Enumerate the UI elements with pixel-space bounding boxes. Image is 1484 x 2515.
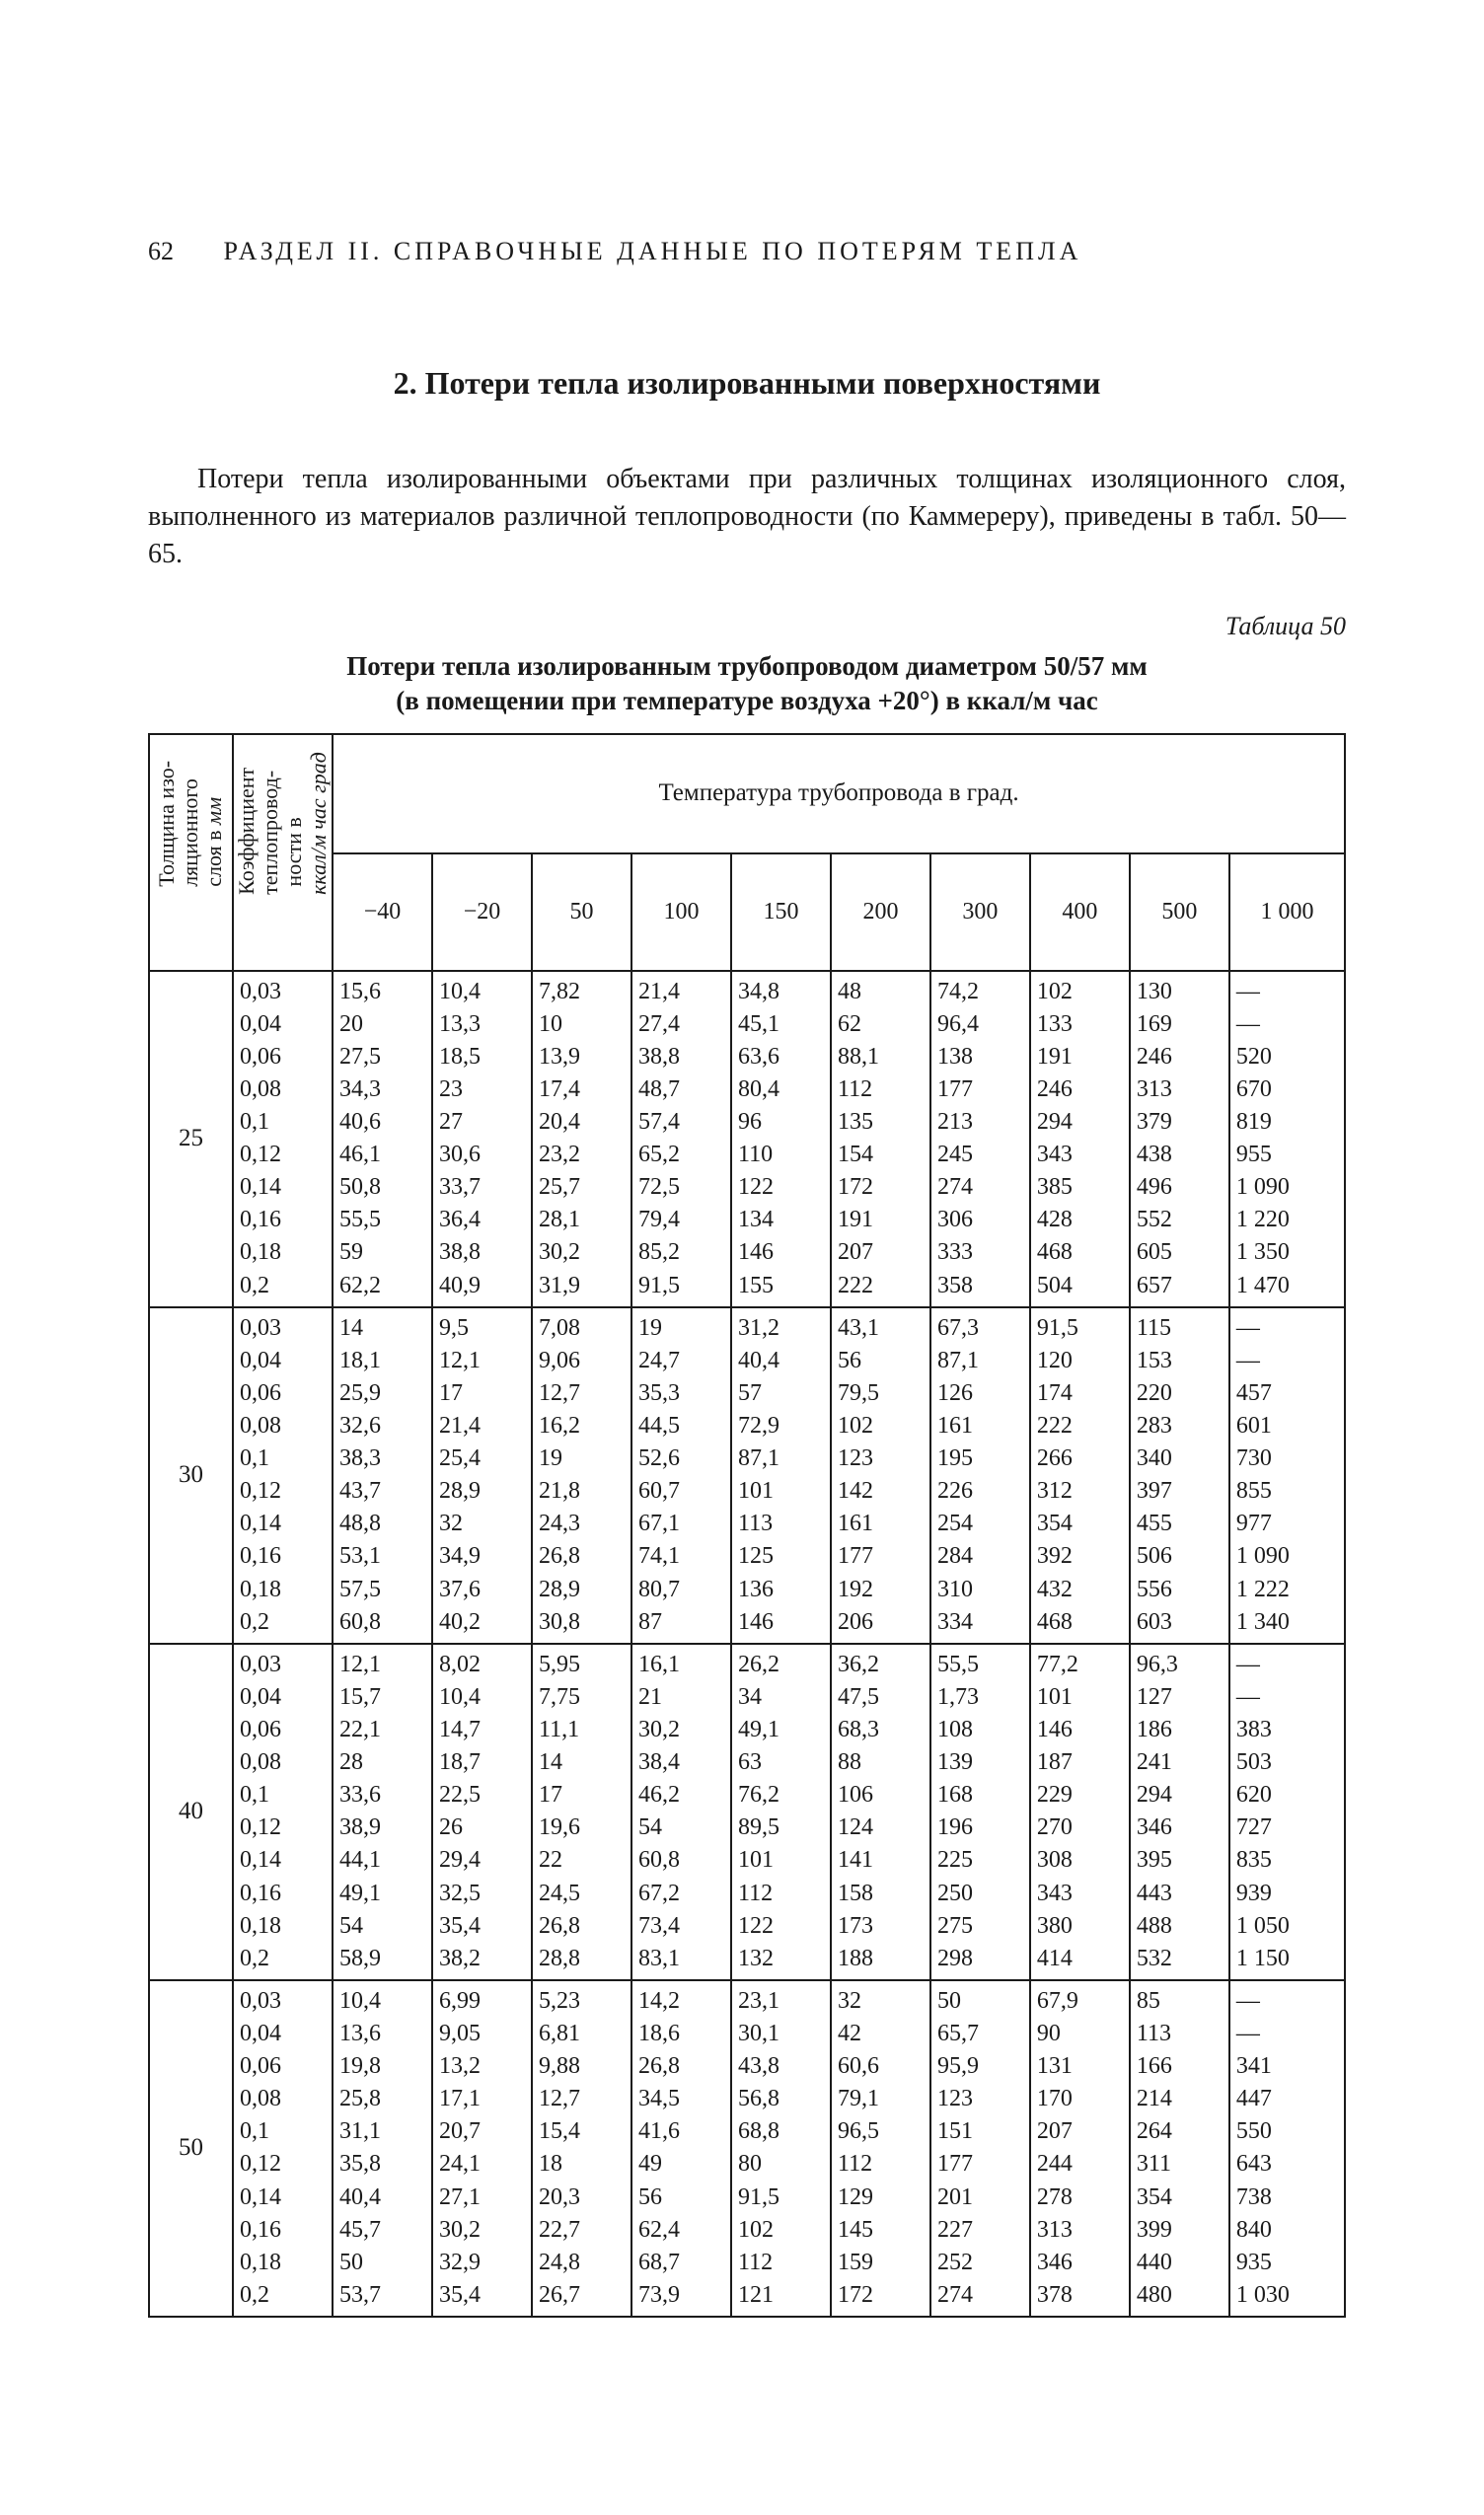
thickness-cell: 25 xyxy=(149,971,233,1307)
coef-cell: 0,030,040,060,080,10,120,140,160,180,2 xyxy=(233,1307,333,1644)
data-cell: 14,218,626,834,541,6495662,468,773,9 xyxy=(631,1980,731,2317)
data-cell: ——5206708199551 0901 2201 3501 470 xyxy=(1229,971,1345,1307)
data-cell: 15,62027,534,340,646,150,855,55962,2 xyxy=(333,971,432,1307)
data-cell: ——4576017308559771 0901 2221 340 xyxy=(1229,1307,1345,1644)
thickness-cell: 40 xyxy=(149,1644,233,1980)
table-caption: Потери тепла изолированным трубопроводом… xyxy=(148,649,1346,718)
data-cell: 10,413,318,5232730,633,736,438,840,9 xyxy=(432,971,532,1307)
data-cell: 5,236,819,8812,715,41820,322,724,826,7 xyxy=(532,1980,631,2317)
data-cell: 102133191246294343385428468504 xyxy=(1030,971,1130,1307)
data-cell: ——3835036207278359391 0501 150 xyxy=(1229,1644,1345,1980)
data-cell: 31,240,45772,987,1101113125136146 xyxy=(731,1307,831,1644)
data-cell: 77,2101146187229270308343380414 xyxy=(1030,1644,1130,1980)
temp-col: 400 xyxy=(1030,853,1130,970)
data-cell: 6,999,0513,217,120,724,127,130,232,935,4 xyxy=(432,1980,532,2317)
data-cell: 1924,735,344,552,660,767,174,180,787 xyxy=(631,1307,731,1644)
data-cell: 1418,125,932,638,343,748,853,157,560,8 xyxy=(333,1307,432,1644)
thickness-cell: 30 xyxy=(149,1307,233,1644)
data-cell: 96,3127186241294346395443488532 xyxy=(1130,1644,1229,1980)
data-cell: 36,247,568,388106124141158173188 xyxy=(831,1644,930,1980)
data-cell: 85113166214264311354399440480 xyxy=(1130,1980,1229,2317)
data-cell: 12,115,722,12833,638,944,149,15458,9 xyxy=(333,1644,432,1980)
data-cell: 67,387,1126161195226254284310334 xyxy=(930,1307,1030,1644)
table-label: Таблица 50 xyxy=(148,612,1346,641)
col-thickness-header: Толщина изо- ляционного слоя в мм xyxy=(149,734,233,971)
data-cell: 43,15679,5102123142161177192206 xyxy=(831,1307,930,1644)
running-head: 62 РАЗДЕЛ II. СПРАВОЧНЫЕ ДАННЫЕ ПО ПОТЕР… xyxy=(148,237,1346,266)
table-row: 400,030,040,060,080,10,120,140,160,180,2… xyxy=(149,1644,1345,1980)
data-cell: 130169246313379438496552605657 xyxy=(1130,971,1229,1307)
heat-loss-table: Толщина изо- ляционного слоя в мм Коэффи… xyxy=(148,733,1346,2318)
coef-cell: 0,030,040,060,080,10,120,140,160,180,2 xyxy=(233,971,333,1307)
data-cell: 7,821013,917,420,423,225,728,130,231,9 xyxy=(532,971,631,1307)
intro-paragraph: Потери тепла изолированными объектами пр… xyxy=(148,461,1346,572)
temp-col: 300 xyxy=(930,853,1030,970)
temp-col: 150 xyxy=(731,853,831,970)
data-cell: 324260,679,196,5112129145159172 xyxy=(831,1980,930,2317)
temp-col: −20 xyxy=(432,853,532,970)
temp-col: 200 xyxy=(831,853,930,970)
page-number: 62 xyxy=(148,237,174,265)
table-caption-line2: (в помещении при температуре воздуха +20… xyxy=(396,686,1097,715)
data-cell: 16,12130,238,446,25460,867,273,483,1 xyxy=(631,1644,731,1980)
table-row: 300,030,040,060,080,10,120,140,160,180,2… xyxy=(149,1307,1345,1644)
data-cell: 67,990131170207244278313346378 xyxy=(1030,1980,1130,2317)
coef-cell: 0,030,040,060,080,10,120,140,160,180,2 xyxy=(233,1980,333,2317)
table-body: 250,030,040,060,080,10,120,140,160,180,2… xyxy=(149,971,1345,2317)
data-cell: 74,296,4138177213245274306333358 xyxy=(930,971,1030,1307)
table-caption-line1: Потери тепла изолированным трубопроводом… xyxy=(346,651,1147,681)
temp-group-header: Температура трубопровода в град. xyxy=(333,734,1345,854)
col-coef-header: Коэффициент теплопровод- ности в ккал/м … xyxy=(233,734,333,971)
section-title: 2. Потери тепла изолированными поверхнос… xyxy=(148,365,1346,402)
data-cell: 9,512,11721,425,428,93234,937,640,2 xyxy=(432,1307,532,1644)
data-cell: 115153220283340397455506556603 xyxy=(1130,1307,1229,1644)
data-cell: 7,089,0612,716,21921,824,326,828,930,8 xyxy=(532,1307,631,1644)
data-cell: 21,427,438,848,757,465,272,579,485,291,5 xyxy=(631,971,731,1307)
running-head-text: РАЗДЕЛ II. СПРАВОЧНЫЕ ДАННЫЕ ПО ПОТЕРЯМ … xyxy=(224,237,1082,265)
temp-col: 100 xyxy=(631,853,731,970)
temp-col: 50 xyxy=(532,853,631,970)
data-cell: 5065,795,9123151177201227252274 xyxy=(930,1980,1030,2317)
data-cell: 5,957,7511,1141719,62224,526,828,8 xyxy=(532,1644,631,1980)
temp-col: 1 000 xyxy=(1229,853,1345,970)
coef-cell: 0,030,040,060,080,10,120,140,160,180,2 xyxy=(233,1644,333,1980)
data-cell: 55,51,73108139168196225250275298 xyxy=(930,1644,1030,1980)
data-cell: ——3414475506437388409351 030 xyxy=(1229,1980,1345,2317)
table-row: 250,030,040,060,080,10,120,140,160,180,2… xyxy=(149,971,1345,1307)
temp-col: −40 xyxy=(333,853,432,970)
data-cell: 91,5120174222266312354392432468 xyxy=(1030,1307,1130,1644)
data-cell: 8,0210,414,718,722,52629,432,535,438,2 xyxy=(432,1644,532,1980)
data-cell: 10,413,619,825,831,135,840,445,75053,7 xyxy=(333,1980,432,2317)
data-cell: 34,845,163,680,496110122134146155 xyxy=(731,971,831,1307)
temp-col: 500 xyxy=(1130,853,1229,970)
thickness-cell: 50 xyxy=(149,1980,233,2317)
data-cell: 23,130,143,856,868,88091,5102112121 xyxy=(731,1980,831,2317)
data-cell: 486288,1112135154172191207222 xyxy=(831,971,930,1307)
data-cell: 26,23449,16376,289,5101112122132 xyxy=(731,1644,831,1980)
table-row: 500,030,040,060,080,10,120,140,160,180,2… xyxy=(149,1980,1345,2317)
